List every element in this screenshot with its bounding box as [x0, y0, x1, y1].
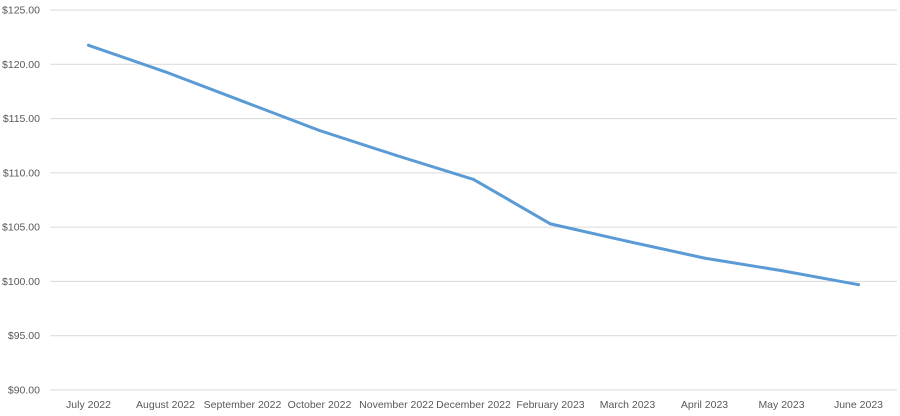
x-tick-label: September 2022	[204, 399, 282, 411]
data-point	[164, 70, 167, 74]
data-point	[780, 269, 783, 273]
x-tick-label: June 2023	[834, 399, 883, 411]
data-point	[395, 153, 398, 157]
y-axis-tick-labels: $90.00 $95.00 $100.00 $105.00 $110.00 $115.00…	[2, 5, 40, 397]
y-tick-label: $100.00	[2, 276, 40, 288]
y-tick-label: $120.00	[2, 59, 40, 71]
data-point	[703, 256, 706, 260]
y-tick-label: $110.00	[3, 167, 40, 179]
y-tick-label: $95.00	[8, 330, 40, 342]
gridlines	[50, 9, 897, 391]
series-line-0	[87, 43, 860, 287]
x-tick-label: April 2023	[681, 399, 728, 411]
x-tick-label: July 2022	[66, 399, 111, 411]
x-tick-label: February 2023	[516, 399, 584, 411]
series-layer	[87, 43, 860, 287]
x-axis-tick-labels: July 2022 August 2022 September 2022 Octobe…	[66, 399, 883, 411]
data-point	[241, 99, 244, 103]
y-tick-label: $90.00	[8, 385, 40, 397]
x-tick-label: October 2022	[288, 399, 352, 411]
y-tick-label: $105.00	[2, 222, 40, 234]
data-point	[549, 222, 552, 226]
x-tick-label: August 2022	[136, 399, 195, 411]
data-point	[318, 129, 321, 133]
x-tick-label: November 2022	[359, 399, 434, 411]
x-tick-label: March 2023	[600, 399, 656, 411]
data-point	[472, 177, 475, 181]
y-tick-label: $125.00	[2, 5, 40, 17]
x-tick-label: December 2022	[436, 399, 511, 411]
data-point	[87, 43, 90, 47]
x-tick-label: May 2023	[758, 399, 804, 411]
data-point	[626, 239, 629, 243]
data-point	[857, 283, 860, 287]
y-tick-label: $115.00	[3, 113, 40, 125]
